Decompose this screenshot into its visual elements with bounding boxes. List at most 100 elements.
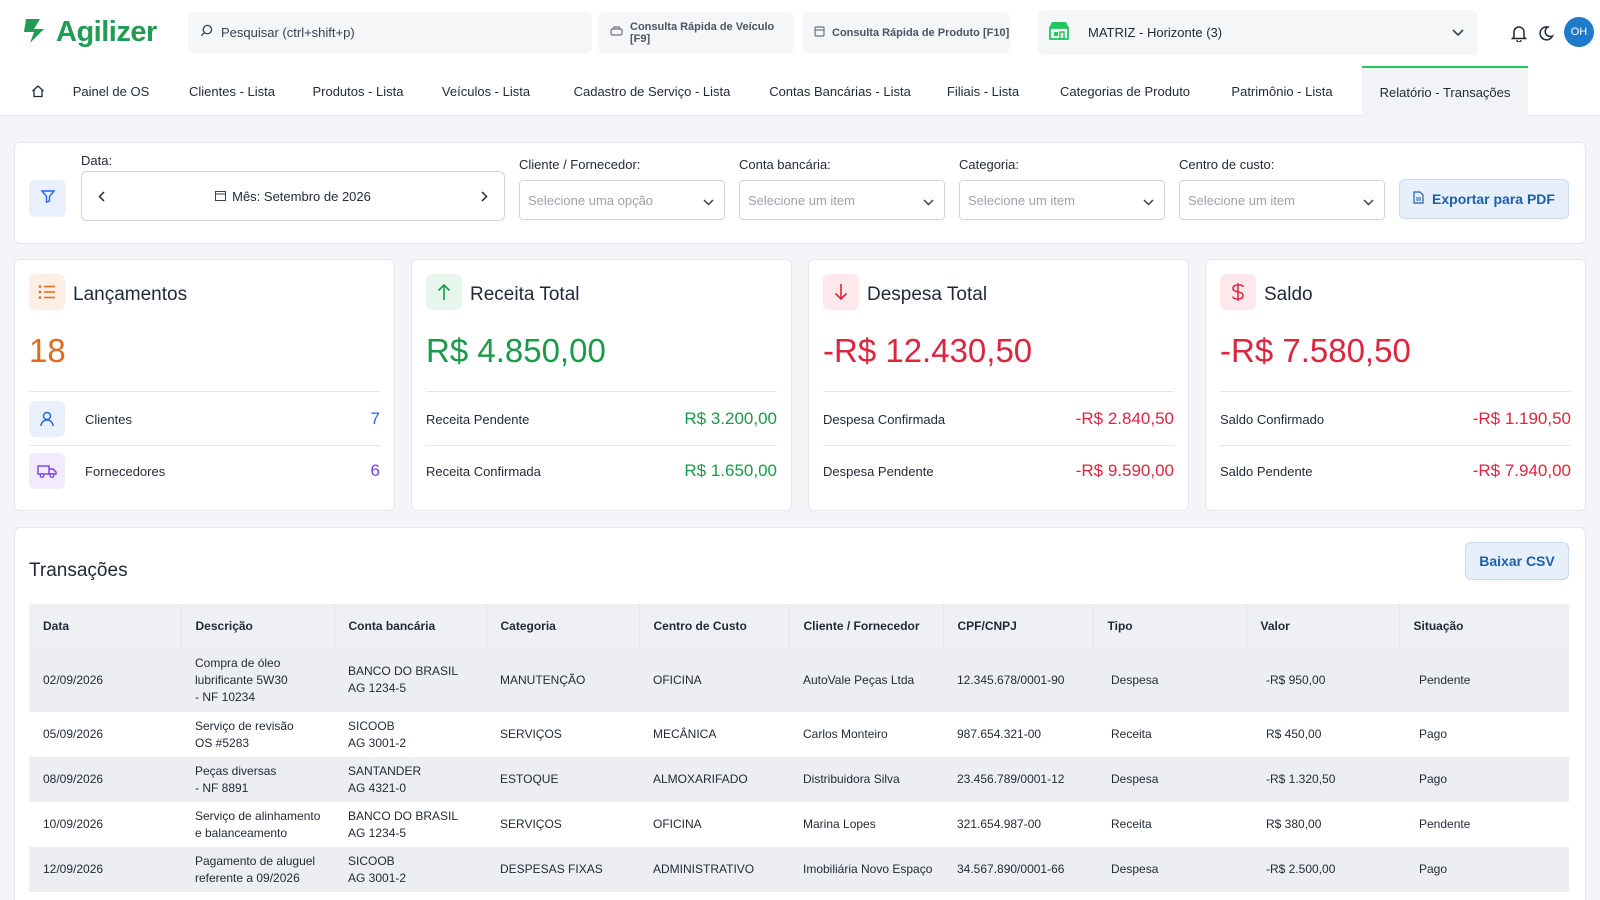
table-row[interactable]: 08/09/2026 Peças diversas - NF 8891 SANTA… [29,757,1569,802]
desc-line: Serviço de revisão [195,718,294,733]
table-row[interactable]: 12/09/2026 Pagamento de aluguel referente… [29,847,1569,892]
car-icon [610,25,623,40]
date-picker[interactable]: Mês: Setembro de 2026 [81,171,505,221]
logo-icon [22,15,50,50]
column-header[interactable]: Conta bancária [333,604,486,648]
cell-category: ESTOQUE [500,772,559,786]
balance-pending-label: Saldo Pendente [1220,463,1313,479]
divider [426,445,777,446]
download-csv-button[interactable]: Baixar CSV [1465,542,1569,580]
divider [426,391,777,392]
transactions-table: Data Descrição Conta bancária Categoria … [29,604,1569,892]
cell-document: 34.567.890/0001-66 [957,862,1065,876]
transactions-card: Transações Baixar CSV Data Descrição Con… [14,527,1586,900]
home-icon[interactable] [24,66,52,116]
tab-veiculos[interactable]: Veículos - Lista [441,83,531,99]
search-icon [200,24,213,42]
tab-categorias-produto[interactable]: Categorias de Produto [1059,83,1191,99]
cell-category: DESPESAS FIXAS [500,862,603,876]
branch-selector[interactable]: MATRIZ - Horizonte (3) [1038,10,1478,55]
column-header[interactable]: Cliente / Fornecedor [788,604,943,648]
chevron-down-icon [1452,24,1464,42]
cell-type: Despesa [1111,772,1159,786]
export-pdf-button[interactable]: Exportar para PDF [1399,179,1569,219]
cell-party: Carlos Monteiro [803,727,888,741]
account-line: AG 1234-5 [348,681,407,695]
search-input[interactable] [221,25,581,40]
tab-patrimonio[interactable]: Patrimônio - Lista [1231,83,1333,99]
table-row[interactable]: 05/09/2026 Serviço de revisão OS #5283 SI… [29,712,1569,757]
cost-center-select[interactable]: Selecione um item [1179,180,1385,220]
column-header[interactable]: Tipo [1092,604,1246,648]
account-select[interactable]: Selecione um item [739,180,945,220]
divider [29,445,380,446]
chevron-right-icon[interactable] [481,190,488,205]
cell-category: SERVIÇOS [500,817,562,831]
cell-party: Imobiliária Novo Espaço [803,862,933,876]
chevron-down-icon [923,194,934,209]
search-box[interactable] [188,12,592,53]
table-row[interactable]: 02/09/2026 Compra de óleo lubrificante 5W… [29,648,1569,712]
user-icon [29,401,65,437]
dollar-icon [1220,274,1256,310]
app-name: Agilizer [56,15,157,48]
column-header[interactable]: Data [43,619,70,633]
column-header[interactable]: CPF/CNPJ [942,604,1093,648]
table-header-row: Data Descrição Conta bancária Categoria … [29,604,1569,648]
tab-clientes[interactable]: Clientes - Lista [189,83,275,99]
table-row[interactable]: 10/09/2026 Serviço de alinhamento e balan… [29,802,1569,847]
expense-confirmed-label: Despesa Confirmada [823,411,946,427]
revenue-title: Receita Total [470,284,580,305]
pdf-icon [1413,191,1424,207]
category-label: Categoria: [959,157,1019,172]
cell-document: 321.654.987-00 [957,817,1042,831]
cell-status: Pago [1419,772,1448,786]
cell-date: 12/09/2026 [43,862,104,876]
expense-pending-row: Despesa Pendente -R$ 9.590,00 [823,453,1174,489]
tab-painel-os[interactable]: Painel de OS [72,83,150,99]
balance-pending-row: Saldo Pendente -R$ 7.940,00 [1220,453,1571,489]
cell-document: 12.345.678/0001-90 [957,672,1065,687]
account-line: AG 4321-0 [348,780,407,795]
revenue-pending-value: R$ 3.200,00 [684,409,777,428]
filter-toggle-button[interactable] [29,180,66,217]
column-header[interactable]: Centro de Custo [638,604,789,648]
cell-description: Pagamento de aluguel referente a 09/2026 [181,847,334,892]
moon-icon[interactable] [1535,22,1557,44]
revenue-pending-row: Receita Pendente R$ 3.200,00 [426,401,777,437]
launches-title: Lançamentos [73,284,188,305]
cell-cost-center: OFICINA [653,817,702,831]
tab-contas-bancarias[interactable]: Contas Bancárias - Lista [769,83,911,99]
tab-relatorio-transacoes[interactable]: Relatório - Transações [1362,66,1528,116]
tab-produtos[interactable]: Produtos - Lista [312,83,404,99]
column-header[interactable]: Situação [1398,604,1569,648]
logo[interactable]: Agilizer [22,14,157,50]
column-header[interactable]: Valor [1245,604,1399,648]
expense-confirmed-row: Despesa Confirmada -R$ 2.840,50 [823,401,1174,437]
list-icon [29,274,65,310]
chevron-left-icon[interactable] [98,190,105,205]
quick-product-button[interactable]: Consulta Rápida de Produto [F10] [802,12,1010,53]
cell-category: MANUTENÇÃO [500,672,586,687]
cell-status: Pago [1419,727,1448,741]
cell-value: -R$ 2.500,00 [1266,862,1336,876]
top-bar: Agilizer Consulta Rápida de Veículo [F9]… [0,0,1600,66]
filters-card: Data: Mês: Setembro de 2026 Cliente / Fo… [14,142,1586,244]
column-header[interactable]: Descrição [180,604,334,648]
quick-vehicle-button[interactable]: Consulta Rápida de Veículo [F9] [598,12,794,53]
tab-cadastro-servico[interactable]: Cadastro de Serviço - Lista [573,83,731,99]
category-select[interactable]: Selecione um item [959,180,1165,220]
arrow-up-icon [426,274,462,310]
bell-icon[interactable] [1508,22,1530,44]
column-header[interactable]: Categoria [485,604,639,648]
balance-value: -R$ 7.580,50 [1220,332,1411,369]
client-select[interactable]: Selecione uma opção [519,180,725,220]
account-line: SICOOB [348,718,395,733]
account-line: AG 3001-2 [348,870,407,885]
launches-card: Lançamentos 18 Clientes 7 Fornecedores 6 [14,259,395,511]
tab-filiais[interactable]: Filiais - Lista [946,83,1020,99]
cell-account: BANCO DO BRASIL AG 1234-5 [334,648,486,712]
desc-line: e balanceamento [195,825,288,840]
chevron-down-icon [1143,194,1154,209]
avatar[interactable]: OH [1564,17,1594,47]
